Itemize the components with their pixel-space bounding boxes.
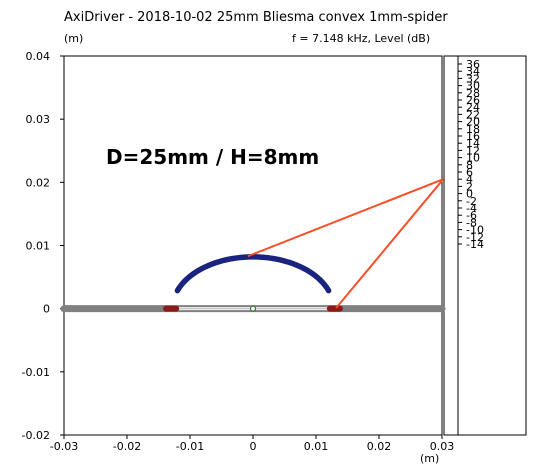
x-axis-unit-label: (m)	[420, 452, 440, 465]
x-tick-label-5: 0.02	[367, 440, 392, 453]
driver-geometry	[60, 178, 446, 313]
colorbar-tick-label-1: 34	[466, 65, 480, 78]
x-tick-label-6: 0.03	[430, 440, 455, 453]
axis-ticks: -0.03 -0.02 -0.01 0 0.01 0.02 0.030.040.030.02…	[22, 50, 455, 453]
colorbar-ticks: 363432302826242220181614121086420-2-4-6-…	[458, 58, 484, 251]
colorbar-tick-label-16: 4	[466, 173, 473, 186]
colorbar-tick-label-25: -14	[466, 238, 484, 251]
y-tick-label-4: 0	[43, 303, 50, 316]
colorbar-tick-label-11: 14	[466, 137, 480, 150]
colorbar-tick-label-12: 12	[466, 144, 480, 157]
origin-marker	[249, 305, 257, 312]
y-tick-label-3: 0.01	[26, 240, 51, 253]
colorbar-tick-label-15: 6	[466, 166, 473, 179]
dimension-annotation: D=25mm / H=8mm	[106, 145, 320, 169]
colorbar-tick-label-17: 2	[466, 180, 473, 193]
colorbar-tick-label-23: -10	[466, 224, 484, 237]
colorbar-tick-label-0: 36	[466, 58, 480, 71]
frequency-level-info: f = 7.148 kHz, Level (dB)	[292, 32, 431, 45]
colorbar-tick-label-14: 8	[466, 159, 473, 172]
dome-profile	[174, 254, 332, 294]
colorbar-tick-label-19: -2	[466, 195, 477, 208]
y-tick-label-1: 0.03	[26, 113, 51, 126]
colorbar-tick-label-18: 0	[466, 188, 473, 201]
x-tick-label-0: -0.03	[50, 440, 78, 453]
colorbar-tick-label-9: 18	[466, 123, 480, 136]
colorbar-tick-label-10: 16	[466, 130, 480, 143]
colorbar-tick-label-13: 10	[466, 152, 480, 165]
colorbar-tick-label-21: -6	[466, 209, 477, 222]
colorbar-tick-label-20: -4	[466, 202, 477, 215]
colorbar-tick-label-2: 32	[466, 72, 480, 85]
x-tick-label-2: -0.01	[176, 440, 204, 453]
x-tick-label-1: -0.02	[113, 440, 141, 453]
y-tick-label-5: -0.01	[22, 366, 50, 379]
colorbar-tick-label-4: 28	[466, 87, 480, 100]
colorbar-tick-label-22: -8	[466, 216, 477, 229]
plot-frame	[63, 55, 443, 436]
x-tick-label-3: 0	[250, 440, 257, 453]
colorbar-tick-label-24: -12	[466, 231, 484, 244]
colorbar-tick-label-5: 26	[466, 94, 480, 107]
ray-1	[335, 178, 445, 309]
colorbar-tick-label-7: 22	[466, 108, 480, 121]
colorbar-tick-label-8: 20	[466, 116, 480, 129]
x-tick-label-4: 0.01	[304, 440, 329, 453]
colorbar-tick-label-3: 30	[466, 80, 480, 93]
colorbar-tick-label-6: 24	[466, 101, 480, 114]
y-tick-label-0: 0.04	[26, 50, 51, 63]
ray-0	[247, 178, 444, 258]
y-axis-unit-label: (m)	[64, 32, 84, 45]
y-tick-label-2: 0.02	[26, 176, 51, 189]
chart-title: AxiDriver - 2018-10-02 25mm Bliesma conv…	[64, 10, 448, 25]
colorbar-frame	[443, 55, 527, 436]
y-tick-label-6: -0.02	[22, 429, 50, 442]
